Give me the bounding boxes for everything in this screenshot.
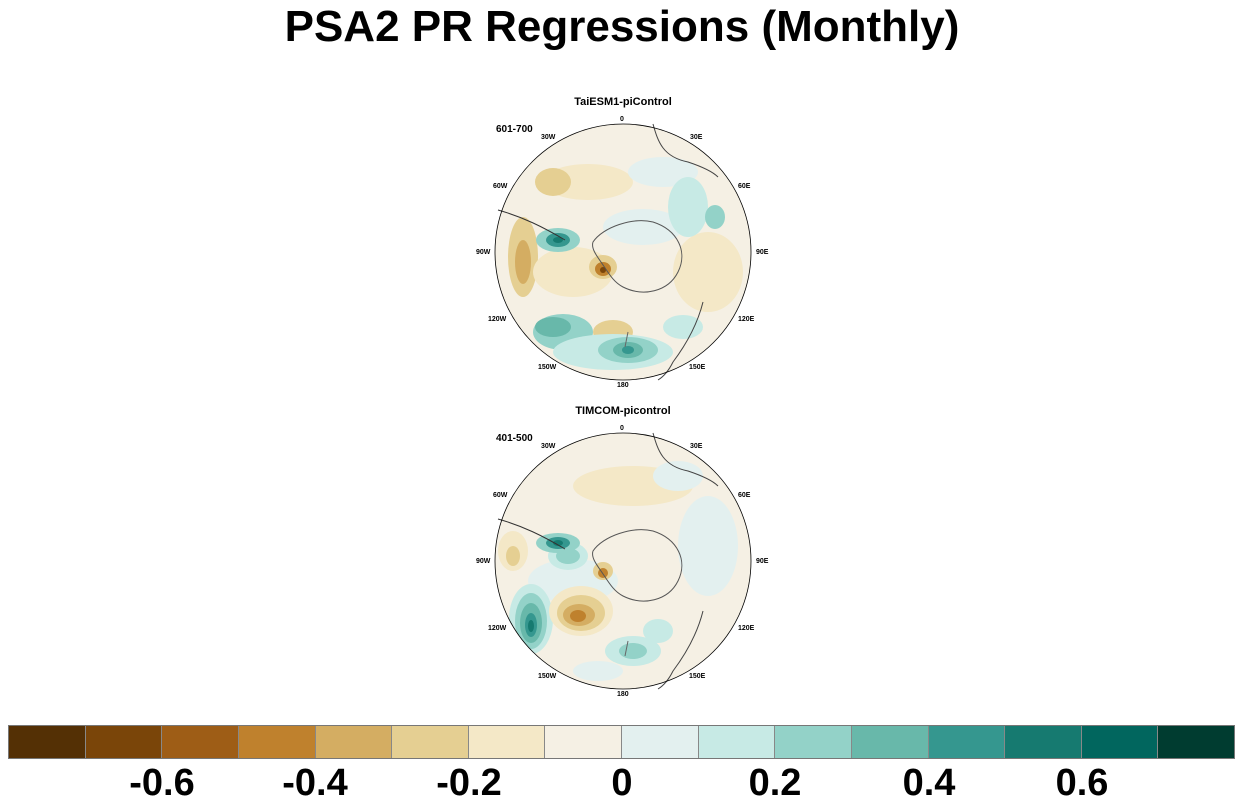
panel-1-lon-s: 180: [617, 382, 629, 389]
colorbar-swatch: [851, 726, 929, 758]
panel-2-lon-n: 0: [620, 425, 624, 432]
panel-2-lon-s: 180: [617, 691, 629, 698]
panel-1-lon-ene: 60E: [738, 183, 751, 190]
panel-2-lon-sse: 150E: [689, 673, 706, 680]
colorbar-swatch: [238, 726, 316, 758]
colorbar-tick: -0.6: [129, 762, 195, 804]
colorbar-swatch: [928, 726, 1006, 758]
colorbar-swatch: [9, 726, 86, 758]
panel-2-lon-ssw: 150W: [538, 673, 557, 680]
panel-1-period: 601-700: [496, 124, 533, 135]
panel-1-map: [494, 123, 752, 381]
panel-2-map: [494, 432, 752, 690]
panel-2-lon-nnw: 30W: [541, 443, 556, 450]
panel-1-lon-ssw: 150W: [538, 364, 557, 371]
panel-1-lon-e: 90E: [756, 249, 769, 256]
panel-2-title: TIMCOM-picontrol: [575, 405, 671, 417]
panel-2-lon-wnw: 60W: [493, 492, 508, 499]
colorbar-tick: -0.2: [436, 762, 502, 804]
colorbar-tick: 0.4: [902, 762, 956, 804]
colorbar-tick: 0: [611, 762, 633, 804]
colorbar-tick: 0.6: [1055, 762, 1109, 804]
panel-1-lon-ese: 120E: [738, 316, 755, 323]
colorbar-swatch: [468, 726, 546, 758]
colorbar-tick: 0.2: [748, 762, 802, 804]
panel-2-lon-e: 90E: [756, 558, 769, 565]
colorbar-swatch: [545, 726, 622, 758]
colorbar-ticks: -0.6 -0.4 -0.2 0 0.2 0.4 0.6: [0, 762, 1244, 807]
panel-1-lon-nne: 30E: [690, 134, 703, 141]
colorbar-tick: -0.4: [282, 762, 348, 804]
panel-2-lon-nne: 30E: [690, 443, 703, 450]
colorbar: [8, 725, 1235, 759]
panel-2-lon-wsw: 120W: [488, 625, 507, 632]
colorbar-swatch: [162, 726, 239, 758]
panel-1-lon-nnw: 30W: [541, 134, 556, 141]
colorbar-swatch: [1081, 726, 1159, 758]
panel-1-lon-wsw: 120W: [488, 316, 507, 323]
colorbar-swatch: [698, 726, 776, 758]
figure-title: PSA2 PR Regressions (Monthly): [284, 2, 960, 51]
colorbar-swatch: [85, 726, 163, 758]
colorbar-swatch: [1158, 726, 1234, 758]
panel-1-lon-sse: 150E: [689, 364, 706, 371]
panel-1-lon-w: 90W: [476, 249, 491, 256]
panel-1-title: TaiESM1-piControl: [574, 96, 672, 108]
colorbar-swatch: [315, 726, 393, 758]
panel-1-lon-wnw: 60W: [493, 183, 508, 190]
panel-2-lon-w: 90W: [476, 558, 491, 565]
colorbar-swatch: [392, 726, 469, 758]
panel-2-lon-ene: 60E: [738, 492, 751, 499]
colorbar-swatch: [775, 726, 852, 758]
panel-2-lon-ese: 120E: [738, 625, 755, 632]
colorbar-swatch: [1005, 726, 1082, 758]
colorbar-swatch: [622, 726, 699, 758]
panel-1-lon-n: 0: [620, 116, 624, 123]
panel-2-period: 401-500: [496, 433, 533, 444]
